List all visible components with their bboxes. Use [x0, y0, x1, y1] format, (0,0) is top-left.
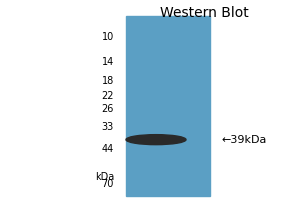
Text: ←39kDa: ←39kDa: [222, 135, 267, 145]
Text: 10: 10: [102, 32, 114, 42]
Text: 14: 14: [102, 57, 114, 67]
Bar: [126, 16, 210, 196]
Text: 44: 44: [102, 144, 114, 154]
Text: 33: 33: [102, 122, 114, 132]
Text: kDa: kDa: [95, 172, 114, 182]
Ellipse shape: [126, 135, 186, 145]
Text: 26: 26: [102, 104, 114, 114]
Text: 22: 22: [101, 91, 114, 101]
Text: Western Blot: Western Blot: [160, 6, 248, 20]
Text: 18: 18: [102, 76, 114, 86]
Text: 70: 70: [102, 179, 114, 189]
